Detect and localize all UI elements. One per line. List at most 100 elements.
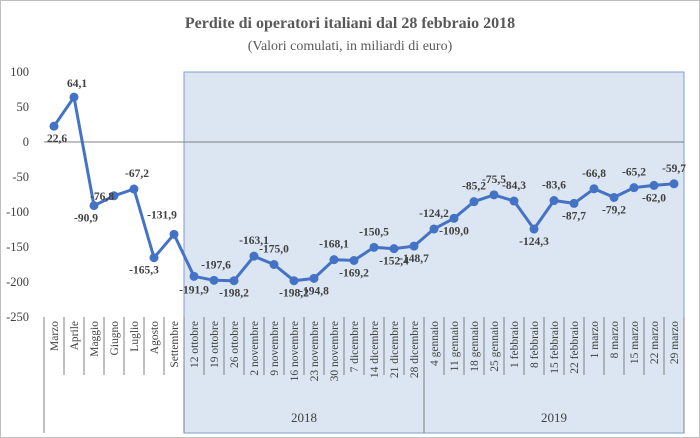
x-tick-label: 12 ottobre: [189, 321, 201, 368]
x-tick-label: Aprile: [69, 321, 81, 350]
data-point: [229, 276, 239, 286]
x-tick-label: 28 dicembre: [409, 321, 421, 378]
y-tick-label: 100: [10, 65, 29, 79]
chart-title: Perdite di operatori italiani dal 28 feb…: [185, 15, 515, 32]
data-point: [169, 229, 179, 239]
x-tick-label: Maggio: [89, 321, 101, 357]
data-label: -124,3: [519, 236, 549, 248]
data-point: [529, 224, 539, 234]
x-tick-label: 25 gennaio: [489, 321, 501, 372]
data-label: -150,5: [359, 226, 389, 238]
x-tick-label: 11 gennaio: [449, 321, 461, 372]
data-label: -124,2: [419, 208, 449, 220]
x-tick-label: 7 dicembre: [349, 321, 361, 372]
data-point: [189, 271, 199, 281]
data-point: [549, 196, 559, 206]
data-point: [389, 244, 399, 254]
data-label: 64,1: [67, 78, 87, 90]
data-label: -198,2: [219, 288, 249, 300]
y-tick-label: -100: [6, 205, 29, 219]
y-tick-label: -50: [12, 170, 29, 184]
data-label: -163,1: [239, 235, 269, 247]
data-point: [149, 253, 159, 263]
data-label: -65,2: [622, 167, 646, 179]
x-tick-label: 23 novembre: [309, 321, 321, 381]
data-label: -197,6: [201, 259, 231, 271]
x-group-label: 2019: [541, 410, 567, 425]
data-point: [309, 273, 319, 283]
data-label: -198,2: [279, 288, 309, 300]
data-point: [449, 213, 459, 223]
x-tick-label: 14 dicembre: [369, 321, 381, 378]
data-label: -152,4: [379, 256, 409, 268]
y-tick-label: -200: [6, 275, 29, 289]
x-tick-label: 26 ottobre: [229, 321, 241, 368]
data-point: [589, 184, 599, 194]
data-point: [129, 184, 139, 194]
data-label: -168,1: [319, 239, 349, 251]
x-tick-label: 21 dicembre: [389, 321, 401, 378]
x-tick-label: 15 marzo: [629, 321, 641, 364]
data-label: -148,7: [399, 253, 429, 265]
data-point: [609, 192, 619, 202]
data-point: [89, 201, 99, 211]
x-tick-label: 9 novembre: [269, 321, 281, 376]
data-point: [489, 190, 499, 200]
x-tick-label: 8 febbraio: [529, 321, 541, 368]
data-point: [349, 255, 359, 265]
data-label: -169,2: [339, 267, 369, 279]
data-point: [629, 183, 639, 193]
data-label: -62,0: [642, 192, 666, 204]
data-point: [369, 242, 379, 252]
x-tick-label: 29 marzo: [669, 321, 681, 364]
data-point: [669, 179, 679, 189]
data-point: [69, 92, 79, 102]
y-tick-label: -250: [6, 310, 29, 324]
data-point: [49, 121, 59, 131]
data-point: [409, 241, 419, 251]
x-tick-label: 18 gennaio: [469, 321, 481, 372]
data-point: [509, 196, 519, 206]
x-tick-label: Luglio: [129, 321, 141, 352]
x-tick-label: Giugno: [109, 321, 121, 356]
x-tick-label: 2 novembre: [249, 321, 261, 376]
data-label: -66,8: [582, 168, 606, 180]
data-point: [469, 197, 479, 207]
data-label: -165,3: [129, 265, 159, 277]
data-point: [209, 275, 219, 285]
data-point: [569, 198, 579, 208]
data-label: -109,0: [439, 225, 469, 237]
x-tick-label: Marzo: [49, 321, 61, 351]
x-tick-label: 1 marzo: [589, 321, 601, 359]
x-tick-label: 4 gennaio: [429, 321, 441, 366]
data-point: [289, 276, 299, 286]
data-label: -131,9: [147, 209, 177, 221]
data-label: -175,0: [259, 244, 289, 256]
x-tick-label: 22 marzo: [649, 321, 661, 364]
y-tick-label: 50: [17, 100, 30, 114]
data-point: [249, 251, 259, 261]
x-group-label: 2018: [291, 410, 317, 425]
data-label: -75,5: [482, 174, 506, 186]
x-tick-label: 1 febbraio: [509, 321, 521, 368]
chart-subtitle: (Valori comulati, in miliardi di euro): [248, 39, 453, 54]
data-label: -90,9: [74, 213, 98, 225]
data-point: [269, 260, 279, 269]
data-label: -83,6: [542, 180, 566, 192]
data-point: [429, 224, 439, 234]
x-tick-label: 19 ottobre: [209, 321, 221, 368]
data-label: -67,2: [125, 168, 149, 180]
data-point: [109, 191, 119, 201]
x-tick-label: 16 novembre: [289, 321, 301, 381]
x-tick-label: 30 novembre: [329, 321, 341, 381]
data-label: -194,8: [299, 285, 329, 297]
data-label: -76,8: [90, 191, 114, 203]
data-point: [329, 255, 339, 265]
data-label: 22,6: [47, 133, 67, 145]
x-tick-label: Settembre: [169, 321, 181, 368]
x-tick-label: 22 febbraio: [569, 321, 581, 374]
data-label: -85,2: [462, 181, 486, 193]
x-tick-label: 8 marzo: [609, 321, 621, 359]
